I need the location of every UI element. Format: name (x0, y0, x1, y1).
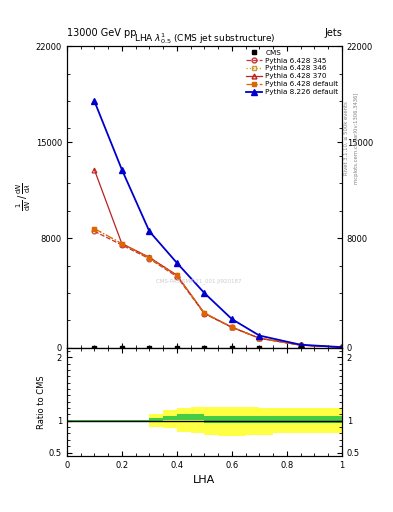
X-axis label: LHA: LHA (193, 475, 215, 485)
Title: LHA $\lambda^{1}_{0.5}$ (CMS jet substructure): LHA $\lambda^{1}_{0.5}$ (CMS jet substru… (134, 31, 275, 46)
Text: CMS-PAS-SMP-21_001 JI920187: CMS-PAS-SMP-21_001 JI920187 (156, 279, 242, 284)
Text: Rivet 3.1.10, ≥ 500k events: Rivet 3.1.10, ≥ 500k events (344, 101, 349, 175)
Text: Jets: Jets (324, 28, 342, 38)
Y-axis label: $\frac{1}{\mathrm{d}N}\,/\,\frac{\mathrm{d}N}{\mathrm{d}\lambda}$: $\frac{1}{\mathrm{d}N}\,/\,\frac{\mathrm… (15, 183, 33, 211)
Text: 13000 GeV pp: 13000 GeV pp (67, 28, 136, 38)
Y-axis label: Ratio to CMS: Ratio to CMS (37, 375, 46, 429)
Text: mcplots.cern.ch [arXiv:1306.3436]: mcplots.cern.ch [arXiv:1306.3436] (354, 93, 359, 184)
Legend: CMS, Pythia 6.428 345, Pythia 6.428 346, Pythia 6.428 370, Pythia 6.428 default,: CMS, Pythia 6.428 345, Pythia 6.428 346,… (245, 48, 340, 96)
